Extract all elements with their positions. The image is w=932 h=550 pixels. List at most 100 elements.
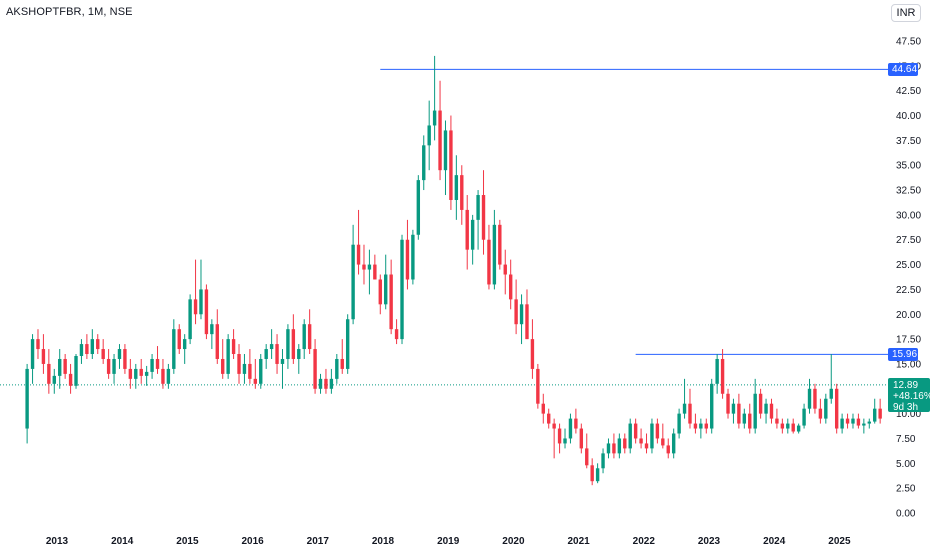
candle [623,433,627,454]
candle [134,363,138,389]
candle [498,219,502,270]
candle [731,398,736,424]
candle [362,244,366,285]
candle [438,80,442,181]
candles [25,55,882,486]
candle [345,314,350,374]
candle [367,249,372,295]
candle [704,418,708,434]
x-tick-label: 2020 [502,536,525,547]
candle [769,398,774,424]
x-tick-label: 2025 [828,536,851,547]
candle [150,354,154,379]
candle [579,423,584,454]
candle [166,363,171,389]
candle [878,398,882,424]
candle [161,358,165,389]
currency-button[interactable]: INR [891,4,921,22]
candle [807,378,812,414]
candle [633,418,638,444]
candle [503,249,507,295]
candle [476,190,480,250]
candle [85,334,89,359]
candle [172,319,176,374]
candle [90,329,95,359]
candle [595,463,600,484]
candle [123,344,127,374]
candle [682,378,687,419]
y-tick-label: 2.50 [896,484,916,495]
candle [851,413,855,429]
candle [574,408,578,434]
level-label-high: 44.64 [888,62,918,76]
candle [525,289,529,340]
y-tick-label: 0.00 [896,509,916,520]
candle [742,408,747,429]
candle [671,428,676,459]
candle [552,418,556,459]
candle [585,433,589,469]
candle [384,254,388,310]
candle [786,418,790,434]
candle [139,358,143,384]
candle [481,170,486,255]
candle [351,224,355,325]
candle [617,433,622,459]
x-tick-label: 2013 [46,536,69,547]
candle [519,294,524,345]
candle [400,234,404,345]
candle [650,418,654,454]
bar-countdown: 9d 3h [893,402,919,413]
candle [58,349,62,389]
candle [818,398,823,424]
candle [720,349,725,399]
candle [405,219,410,290]
candle [128,358,133,389]
x-tick-label: 2017 [307,536,330,547]
y-tick-label: 7.50 [896,434,916,445]
candle [253,358,258,389]
candle [394,319,399,345]
candle [155,346,160,374]
candle [780,418,785,434]
candle [802,403,806,429]
y-tick-label: 30.00 [896,210,921,221]
candle [36,329,40,359]
candle [748,403,752,434]
candle [856,413,861,429]
candle [411,229,415,285]
y-tick-label: 32.50 [896,186,921,197]
candle [688,388,692,429]
candle [487,224,491,290]
candle [373,254,377,280]
candle [106,349,111,379]
candle [460,165,464,225]
candle [655,418,660,444]
x-tick-label: 2021 [567,536,590,547]
candle [291,314,296,364]
candle [693,413,698,434]
candle [112,354,116,384]
x-tick-label: 2018 [372,536,395,547]
candle [465,195,469,270]
candle [726,388,730,419]
candle [416,175,421,240]
candle [606,438,611,459]
candle [829,354,833,404]
candle [307,309,312,355]
candle [329,368,334,394]
candle [52,368,56,394]
candle [536,363,540,409]
change-percent: +48.16% [893,391,932,402]
candle [845,413,850,429]
candle [791,418,795,434]
candle [248,349,252,384]
candle [867,418,871,429]
candle [508,259,513,310]
candle [25,363,29,444]
y-tick-label: 37.50 [896,136,921,147]
candle [324,368,328,394]
candle [264,344,268,369]
candle [590,458,594,486]
